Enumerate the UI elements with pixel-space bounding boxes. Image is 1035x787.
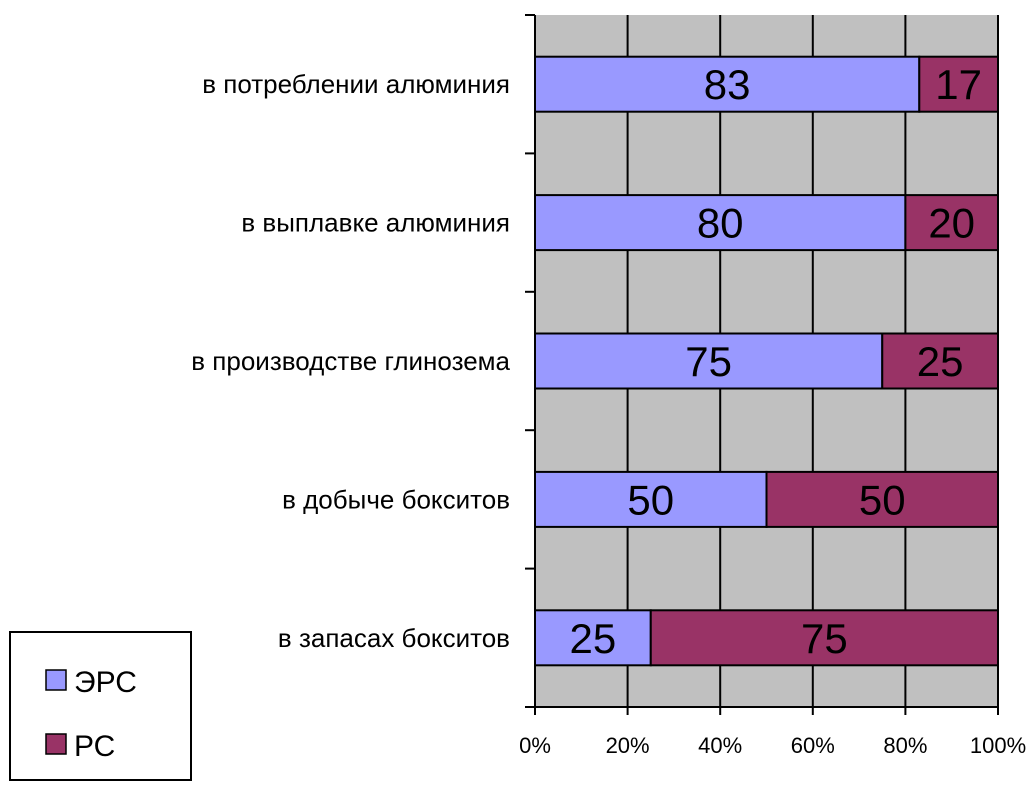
x-tick-label: 20%	[606, 733, 650, 758]
x-tick-label: 80%	[883, 733, 927, 758]
category-label: в потреблении алюминия	[202, 69, 510, 99]
data-label: 50	[859, 476, 906, 523]
data-label: 25	[917, 338, 964, 385]
bar-segment	[534, 609, 652, 667]
legend-swatch-rs	[45, 733, 67, 755]
x-tick-label: 0%	[519, 733, 551, 758]
category-label: в добыче бокситов	[282, 484, 510, 514]
category-label: в выплавке алюминия	[241, 208, 510, 238]
legend-label-ers: ЭРС	[74, 666, 137, 699]
legend: ЭРС РС	[9, 631, 192, 781]
data-label: 50	[627, 476, 674, 523]
data-label: 20	[928, 200, 975, 247]
data-label: 17	[935, 61, 982, 108]
data-label: 83	[704, 61, 751, 108]
data-label: 75	[685, 338, 732, 385]
data-label: 75	[801, 615, 848, 662]
bar-segment	[918, 55, 999, 113]
axis-labels: 0% 20% 40% 60% 80% 100% 83 17 в потреблении алюм…	[191, 61, 1026, 758]
legend-box	[9, 631, 192, 781]
bar-segment	[765, 470, 999, 528]
data-label: 80	[697, 200, 744, 247]
legend-swatch-ers	[45, 669, 67, 691]
bars	[534, 55, 1000, 667]
axes	[525, 14, 999, 715]
legend-label-rs: РС	[74, 730, 115, 763]
x-tick-label: 40%	[698, 733, 742, 758]
category-label: в производстве глинозема	[191, 346, 510, 376]
x-tick-label: 60%	[791, 733, 835, 758]
bar-segment	[649, 609, 999, 667]
category-label: в запасах бокситов	[278, 623, 510, 653]
bar-segment	[881, 332, 999, 390]
bar-segment	[904, 194, 1000, 252]
data-label: 25	[570, 615, 617, 662]
x-tick-label: 100%	[970, 733, 1026, 758]
bar-segment	[534, 470, 768, 528]
